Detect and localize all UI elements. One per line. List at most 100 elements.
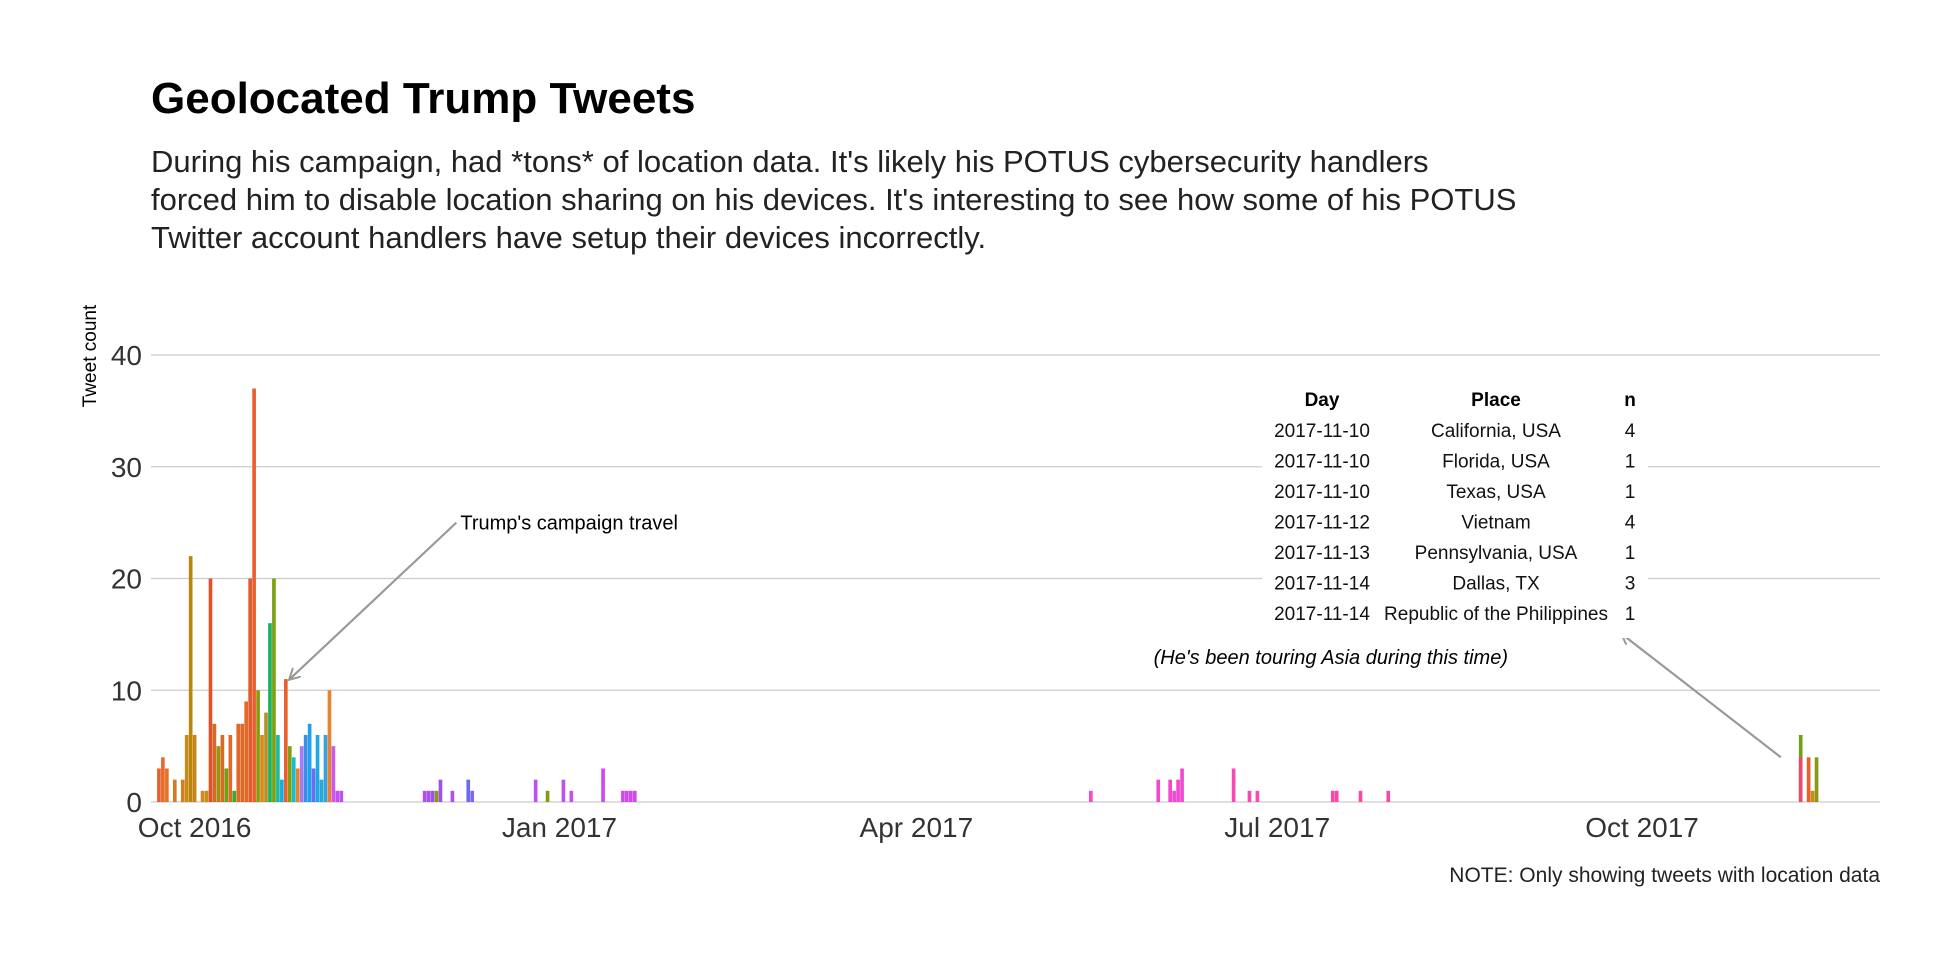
chart-caption: NOTE: Only showing tweets with location … xyxy=(1449,864,1880,887)
bar xyxy=(1810,790,1815,802)
bar xyxy=(248,578,252,802)
bar xyxy=(1386,790,1391,802)
bar xyxy=(438,779,443,802)
bar xyxy=(157,768,161,802)
bar xyxy=(1156,779,1161,802)
bar xyxy=(1172,790,1176,802)
bar xyxy=(240,723,245,802)
bar xyxy=(533,779,538,802)
bar xyxy=(1358,790,1363,802)
bar xyxy=(256,690,260,802)
bar xyxy=(161,757,165,802)
table-header: Place xyxy=(1471,390,1521,411)
bar xyxy=(268,623,272,802)
y-tick-label: 0 xyxy=(126,787,142,818)
bar xyxy=(216,746,221,802)
bar xyxy=(466,779,471,802)
y-axis-title: Tweet count xyxy=(80,304,101,407)
x-tick-label: Jan 2017 xyxy=(502,812,617,843)
bar xyxy=(625,790,629,802)
bar xyxy=(561,779,566,802)
bar xyxy=(331,746,336,802)
bar xyxy=(1176,779,1180,802)
bar xyxy=(1806,757,1811,802)
bar xyxy=(287,746,292,802)
table-cell: California, USA xyxy=(1431,421,1561,442)
bar xyxy=(434,790,439,802)
bars xyxy=(157,388,1819,802)
bar xyxy=(276,734,280,802)
bar xyxy=(204,790,209,802)
bar xyxy=(200,790,205,802)
bar xyxy=(450,790,455,802)
bar xyxy=(315,734,320,802)
table-cell: 1 xyxy=(1625,604,1636,625)
table-cell: 2017-11-12 xyxy=(1274,513,1370,534)
table-cell: 2017-11-10 xyxy=(1274,482,1370,503)
bar xyxy=(228,734,233,802)
y-axis-ticks: 0 10 20 30 40 xyxy=(111,340,142,818)
bar xyxy=(224,768,229,802)
bar xyxy=(545,790,550,802)
asia-arrow xyxy=(1622,634,1782,759)
campaign-arrow xyxy=(290,521,458,679)
bar xyxy=(1168,779,1172,802)
table-header: n xyxy=(1624,390,1636,411)
table-cell: 1 xyxy=(1625,543,1636,564)
bar xyxy=(295,768,300,802)
bar xyxy=(208,578,213,802)
bar xyxy=(291,757,296,802)
table-cell: 4 xyxy=(1625,513,1636,534)
y-tick-label: 20 xyxy=(111,564,142,595)
chart-subtitle-line-3: Twitter account handlers have setup thei… xyxy=(151,220,986,255)
table-cell: 2017-11-14 xyxy=(1274,574,1370,595)
bar xyxy=(1180,768,1184,802)
bar xyxy=(430,790,435,802)
table-cell: 1 xyxy=(1625,482,1636,503)
x-tick-label: Jul 2017 xyxy=(1224,812,1330,843)
bar xyxy=(1798,757,1803,802)
bar xyxy=(280,779,284,802)
bar xyxy=(172,779,177,802)
bar xyxy=(1231,768,1236,802)
table-header: Day xyxy=(1305,390,1340,411)
bar xyxy=(1814,757,1819,802)
chart-subtitle-line-1: During his campaign, had *tons* of locat… xyxy=(151,144,1429,179)
x-tick-label: Oct 2017 xyxy=(1585,812,1699,843)
chart-title: Geolocated Trump Tweets xyxy=(151,74,695,123)
bar xyxy=(426,790,431,802)
bar xyxy=(327,690,332,802)
bar xyxy=(1089,790,1093,802)
table-cell: Texas, USA xyxy=(1446,482,1546,503)
bar xyxy=(303,734,308,802)
bar xyxy=(299,746,304,802)
table-cell: Dallas, TX xyxy=(1452,574,1540,595)
table-cell: 3 xyxy=(1625,574,1636,595)
asia-annotation: (He's been touring Asia during this time… xyxy=(1154,647,1508,669)
bar xyxy=(188,556,193,802)
bar xyxy=(252,388,256,802)
bar xyxy=(272,578,276,802)
bar xyxy=(335,790,340,802)
bar xyxy=(264,712,268,802)
bar xyxy=(569,790,574,802)
y-tick-label: 40 xyxy=(111,340,142,371)
campaign-annotation: Trump's campaign travel xyxy=(460,513,678,535)
bar xyxy=(1334,790,1339,802)
table-cell: Florida, USA xyxy=(1442,452,1550,473)
bar xyxy=(260,734,264,802)
table-cell: 2017-11-10 xyxy=(1274,452,1370,473)
places-table: Day Place n 2017-11-10 California, USA 4 2017-… xyxy=(1262,378,1648,638)
x-tick-label: Oct 2016 xyxy=(138,812,252,843)
bar xyxy=(1247,790,1252,802)
bar xyxy=(621,790,625,802)
bar xyxy=(165,768,169,802)
table-cell: Pennsylvania, USA xyxy=(1415,543,1578,564)
bar xyxy=(220,734,225,802)
bar xyxy=(236,723,241,802)
bar xyxy=(232,790,237,802)
bar xyxy=(339,790,344,802)
table-cell: 1 xyxy=(1625,452,1636,473)
bar xyxy=(422,790,427,802)
